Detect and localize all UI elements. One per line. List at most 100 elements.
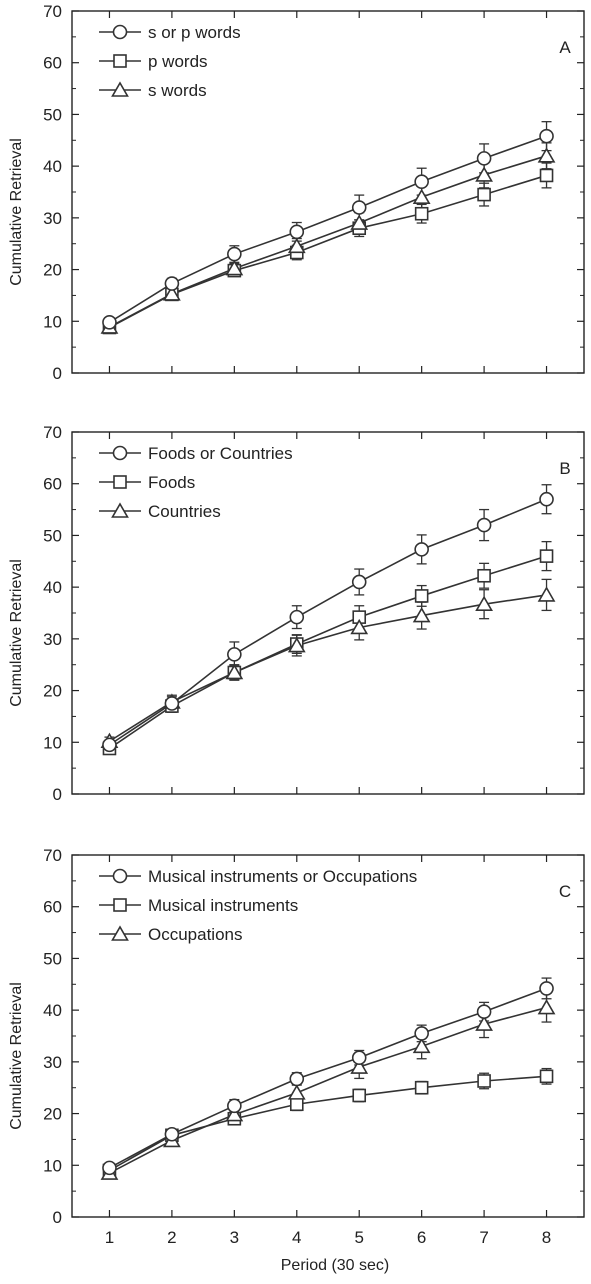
data-point-circle [539,981,554,996]
data-point-circle [414,1026,429,1041]
x-tick-label: 2 [167,1228,176,1247]
series-line-circle [109,987,547,1169]
y-axis-title: Cumulative Retrieval [8,559,25,707]
series-line-triangle [109,1006,547,1174]
y-tick-label: 30 [43,630,62,649]
legend-label: s words [148,81,207,100]
y-tick-label: 40 [43,578,62,597]
data-point-triangle [350,618,369,635]
data-point-circle [351,1050,367,1066]
data-point-circle [539,128,554,144]
data-point-circle [164,276,180,291]
data-point-circle [102,1160,117,1176]
y-tick-label: 60 [43,475,62,494]
data-point-triangle [225,259,244,276]
data-point-circle [539,491,554,507]
data-point-square [414,1080,429,1095]
y-tick-label: 50 [43,105,62,124]
data-point-triangle [287,1084,306,1100]
data-point-triangle [350,214,369,230]
data-point-square [414,206,429,221]
legend-label: Musical instruments or Occupations [148,867,417,886]
panel-label: C [559,882,571,901]
data-point-triangle [412,188,431,204]
data-point-circle [414,174,429,189]
data-point-triangle [475,166,493,182]
y-tick-label: 20 [43,1105,62,1124]
data-point-triangle [412,1037,431,1054]
panel-label: A [559,38,571,57]
panel-label: B [559,459,570,478]
legend-marker-circle [112,868,128,884]
data-point-square [289,1097,304,1112]
data-point-circle [351,574,367,590]
y-tick-label: 60 [43,898,62,917]
data-point-circle [476,517,492,533]
legend-marker-square [113,475,127,489]
y-tick-label: 30 [43,209,62,228]
x-tick-label: 5 [354,1228,363,1247]
data-point-triangle [475,1015,493,1031]
data-point-circle [164,1126,180,1142]
data-point-triangle [350,1058,369,1074]
y-axis-title: Cumulative Retrieval [8,138,25,286]
x-axis-title: Period (30 sec) [281,1257,390,1274]
series-line-triangle [109,155,547,328]
legend-marker-triangle [111,925,129,941]
data-point-triangle [287,237,306,254]
legend-marker-square [113,54,127,68]
data-point-circle [227,647,242,662]
legend-label: Musical instruments [148,896,298,915]
y-tick-label: 50 [43,526,62,545]
data-point-triangle [537,586,556,602]
y-tick-label: 70 [43,846,62,865]
y-tick-label: 20 [43,261,62,280]
y-tick-label: 70 [43,423,62,442]
data-point-triangle [225,663,244,680]
legend-marker-circle [112,445,128,461]
x-tick-label: 7 [479,1228,488,1247]
y-tick-label: 20 [43,682,62,701]
y-tick-label: 10 [43,1156,62,1175]
data-point-square [539,168,554,183]
legend-label: Occupations [148,925,243,944]
data-point-square [477,568,491,583]
data-point-circle [102,315,117,330]
series-line-square [109,1075,547,1172]
y-tick-label: 30 [43,1053,62,1072]
data-point-circle [102,737,117,753]
y-tick-label: 0 [53,785,62,804]
legend-marker-square [113,898,127,912]
data-point-circle [351,200,367,215]
y-axis-title: Cumulative Retrieval [8,982,25,1130]
y-tick-label: 40 [43,1001,62,1020]
y-tick-label: 0 [53,364,62,383]
legend-marker-circle [112,24,128,40]
data-point-triangle [225,1106,244,1122]
legend-label: p words [148,52,208,71]
y-tick-label: 60 [43,54,62,73]
y-tick-label: 40 [43,157,62,176]
series-line-triangle [109,594,547,742]
x-tick-label: 1 [105,1228,114,1247]
y-tick-label: 10 [43,733,62,752]
data-point-circle [289,224,305,240]
series-line-circle [109,135,547,323]
x-tick-label: 4 [292,1228,301,1247]
data-point-circle [289,1071,305,1087]
legend-marker-triangle [111,502,129,518]
y-tick-label: 50 [43,949,62,968]
data-point-triangle [537,147,556,163]
legend-label: Countries [148,502,221,521]
data-point-circle [476,1004,492,1019]
data-point-square [477,1074,491,1088]
legend-label: Foods or Countries [148,444,293,463]
y-tick-label: 10 [43,312,62,331]
data-point-triangle [163,285,181,301]
data-point-triangle [287,636,306,653]
data-point-circle [414,542,429,557]
data-point-square [539,1069,554,1084]
data-point-square [477,187,491,202]
